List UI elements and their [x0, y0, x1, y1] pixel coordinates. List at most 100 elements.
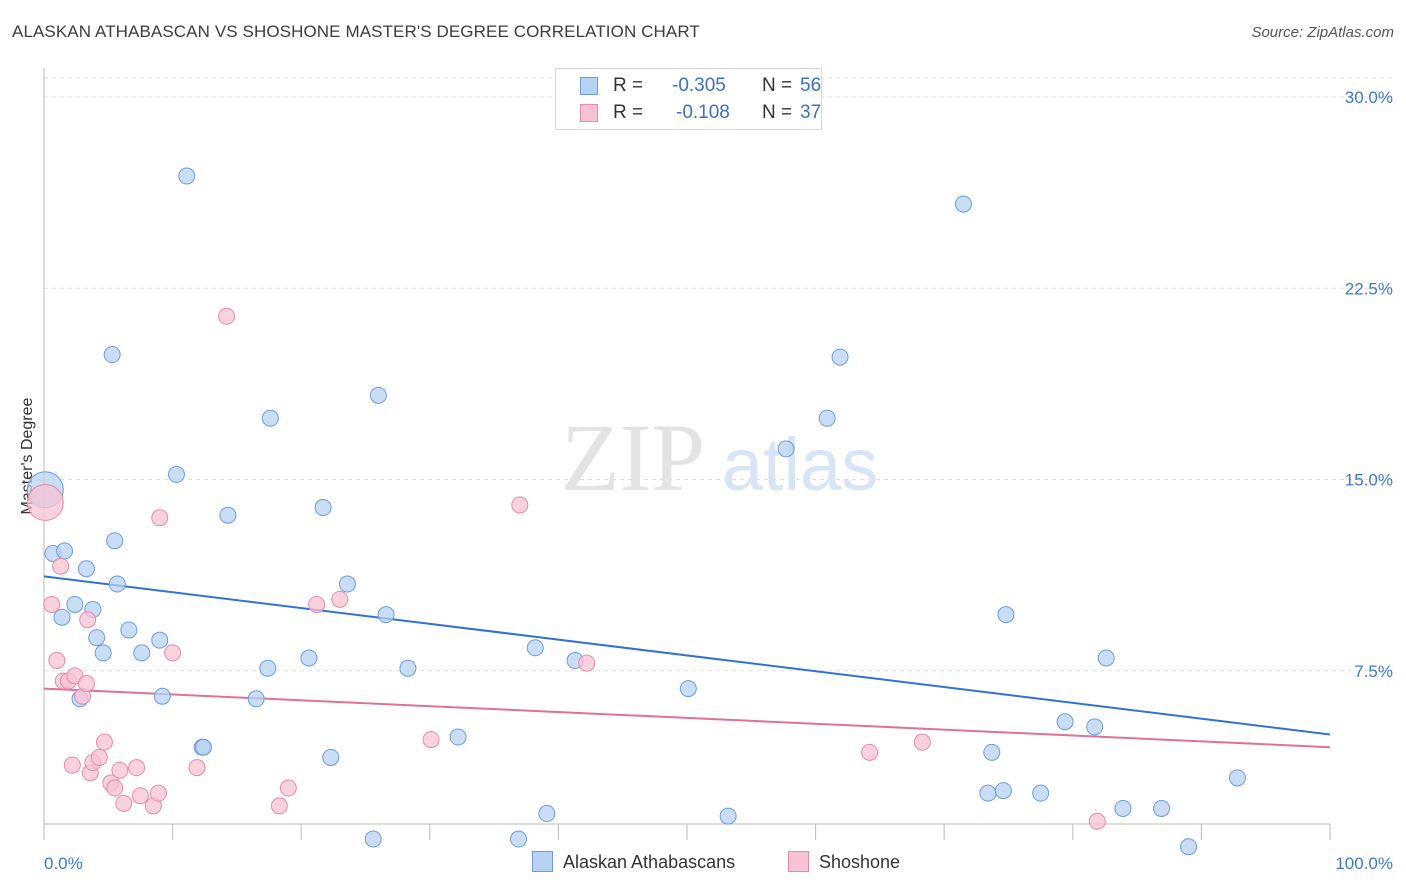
point-athabascan — [219, 506, 237, 524]
legend-n-value: 56 — [800, 75, 822, 96]
point-athabascan — [1056, 713, 1074, 731]
point-athabascan — [322, 748, 340, 766]
point-shoshone — [90, 748, 108, 766]
point-athabascan — [364, 830, 382, 848]
point-shoshone — [511, 496, 529, 514]
point-athabascan — [719, 807, 737, 825]
legend-swatch-blue — [580, 77, 598, 95]
point-shoshone — [111, 761, 129, 779]
point-athabascan — [194, 738, 212, 756]
point-shoshone — [913, 733, 931, 751]
point-athabascan — [261, 409, 279, 427]
y-tick-label: 30.0% — [1345, 88, 1393, 107]
data-points — [26, 167, 1246, 856]
point-athabascan — [108, 575, 126, 593]
series-name: Shoshone — [819, 852, 901, 872]
point-shoshone — [77, 675, 95, 692]
point-athabascan — [77, 560, 95, 578]
point-shoshone — [95, 733, 113, 751]
correlation-legend: R = -0.305 N = 56 R = -0.108 N = 37 — [555, 68, 822, 130]
point-athabascan — [679, 680, 697, 698]
point-athabascan — [526, 639, 544, 657]
point-shoshone — [106, 779, 124, 797]
point-athabascan — [1032, 784, 1050, 802]
legend-r-value: -0.305 — [672, 75, 726, 96]
point-athabascan — [1153, 799, 1171, 817]
y-tick-label: 15.0% — [1345, 471, 1393, 490]
point-athabascan — [56, 542, 74, 560]
point-athabascan — [1097, 649, 1115, 667]
point-shoshone — [164, 644, 182, 662]
point-shoshone — [79, 611, 97, 629]
legend-n-label: N = — [762, 75, 793, 96]
y-tick-label: 22.5% — [1345, 279, 1393, 298]
point-athabascan — [983, 743, 1001, 761]
point-athabascan — [369, 386, 387, 404]
point-shoshone — [218, 307, 236, 325]
watermark: ZIP atlas — [561, 404, 878, 511]
point-athabascan — [979, 784, 997, 802]
legend-n-value: 37 — [800, 102, 822, 123]
point-shoshone — [861, 743, 879, 761]
point-shoshone — [48, 652, 66, 670]
series-name: Alaskan Athabascans — [563, 852, 736, 872]
point-shoshone — [308, 595, 326, 613]
point-athabascan — [538, 805, 556, 823]
x-tick-label: 0.0% — [44, 854, 83, 873]
point-athabascan — [818, 409, 836, 427]
point-athabascan — [399, 659, 417, 677]
point-shoshone — [115, 794, 133, 812]
series-swatch-pink — [788, 851, 809, 872]
point-athabascan — [377, 606, 395, 624]
point-shoshone — [43, 595, 61, 613]
tick-labels: 7.5% 15.0% 22.5% 30.0% 0.0% 100.0% — [44, 88, 1393, 873]
point-athabascan — [831, 348, 849, 366]
point-athabascan — [106, 532, 124, 550]
watermark-zip: ZIP — [561, 404, 705, 511]
point-athabascan — [1228, 769, 1246, 787]
point-athabascan — [94, 644, 112, 662]
legend-n-label: N = — [762, 102, 793, 123]
point-athabascan — [151, 631, 169, 649]
point-athabascan — [1114, 799, 1132, 817]
point-athabascan — [1180, 838, 1198, 856]
legend-r-label: R = — [613, 102, 644, 123]
point-athabascan — [103, 346, 121, 364]
point-shoshone — [26, 483, 64, 521]
point-shoshone — [151, 509, 169, 527]
point-athabascan — [954, 195, 972, 213]
point-athabascan — [53, 608, 71, 626]
legend-swatch-pink — [580, 104, 598, 122]
point-athabascan — [133, 644, 151, 662]
trend-lines — [43, 575, 1331, 749]
series-legend-shoshone: Shoshone — [788, 851, 900, 873]
series-legend-athabascan: Alaskan Athabascans — [532, 851, 735, 873]
point-shoshone — [422, 731, 440, 749]
point-athabascan — [314, 499, 332, 517]
point-athabascan — [1086, 718, 1104, 736]
point-shoshone — [131, 787, 149, 805]
point-shoshone — [279, 779, 297, 797]
chart-title: ALASKAN ATHABASCAN VS SHOSHONE MASTER'S … — [12, 22, 700, 41]
point-athabascan — [449, 728, 467, 746]
legend-r-value: -0.108 — [676, 102, 730, 123]
point-athabascan — [777, 440, 795, 458]
point-athabascan — [300, 649, 318, 667]
point-shoshone — [149, 784, 167, 802]
legend-r-label: R = — [613, 75, 644, 96]
trend-line-athabascan — [43, 575, 1331, 736]
point-athabascan — [510, 830, 528, 848]
axes — [43, 68, 1331, 840]
point-athabascan — [259, 659, 277, 677]
point-athabascan — [88, 629, 106, 647]
point-athabascan — [997, 606, 1015, 624]
source-label: Source: ZipAtlas.com — [1251, 24, 1394, 41]
point-athabascan — [120, 621, 138, 639]
point-shoshone — [52, 557, 70, 575]
point-shoshone — [578, 654, 596, 672]
y-tick-label: 7.5% — [1354, 662, 1393, 681]
point-shoshone — [188, 759, 206, 777]
point-shoshone — [1088, 812, 1106, 830]
point-shoshone — [270, 797, 288, 815]
